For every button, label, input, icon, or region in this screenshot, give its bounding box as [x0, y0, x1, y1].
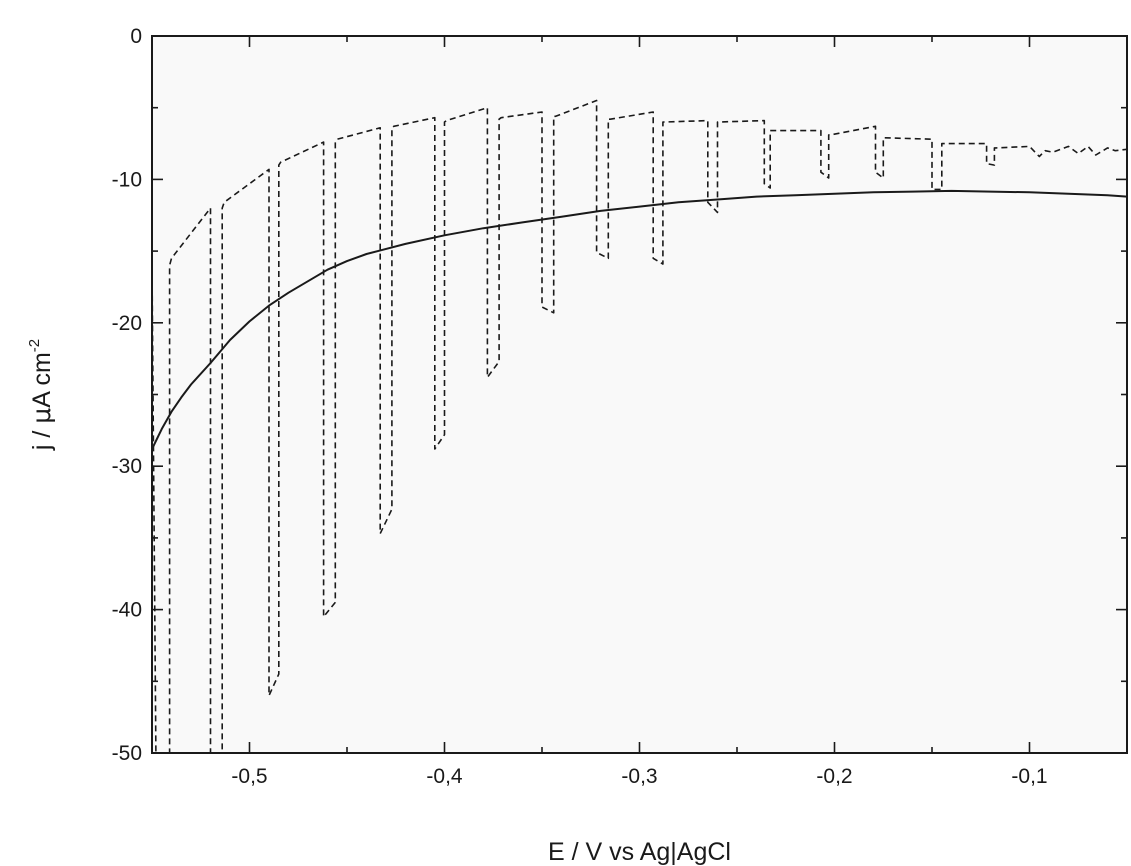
x-tick-label: -0,1: [1011, 765, 1047, 788]
y-axis-title-unit: A cm: [28, 352, 56, 408]
x-tick-label: -0,2: [816, 765, 852, 788]
y-tick-label: -10: [112, 168, 142, 191]
x-axis-title: E / V vs Ag|AgCl: [548, 838, 731, 866]
series-dashed-line: [151, 99, 1128, 754]
x-tick-label: -0,5: [231, 765, 267, 788]
tick-layer: -0,5 -0,4 -0,3 -0,2 -0,1 0 -10 -20 -30 -40 -50: [112, 25, 1128, 788]
x-tick-label: -0,3: [621, 765, 657, 788]
data-layer: [151, 99, 1128, 754]
series-solid-line: [151, 189, 1128, 450]
y-tick-label: -40: [112, 599, 142, 622]
x-tick-label: -0,4: [426, 765, 463, 788]
y-tick-label: -30: [112, 455, 142, 478]
y-axis-title-prefix: j /: [28, 424, 56, 451]
y-tick-label: -50: [112, 742, 142, 765]
y-tick-label: -20: [112, 312, 142, 335]
plot-background: [152, 36, 1127, 753]
y-tick-label: 0: [130, 25, 142, 48]
y-axis-title-mu: μ: [27, 408, 56, 424]
y-axis-title-exponent: -2: [26, 339, 43, 352]
y-axis-title: j / μA cm-2: [26, 339, 56, 451]
